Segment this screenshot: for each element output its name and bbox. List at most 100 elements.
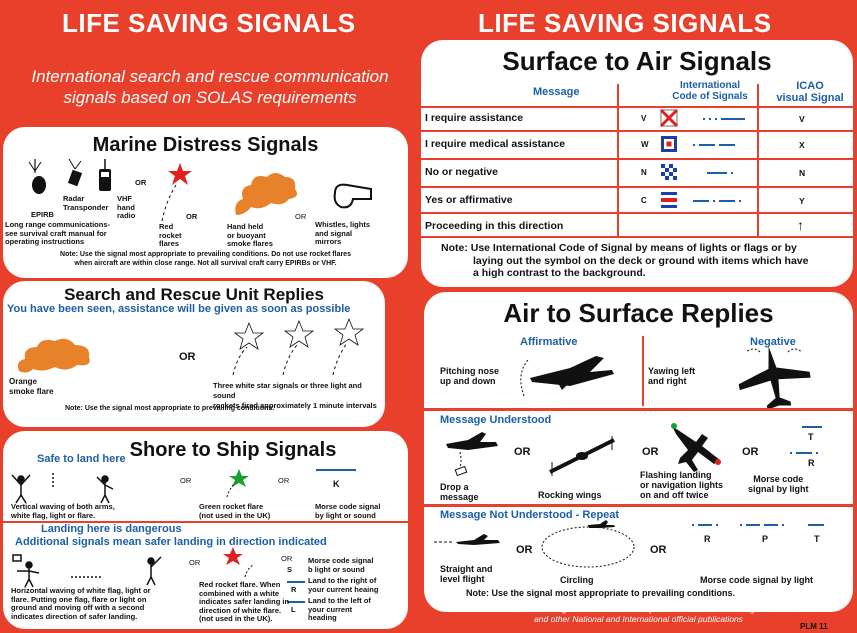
horizontal-waving-icon	[12, 554, 162, 588]
mc-line2: signal by light	[748, 484, 809, 494]
row-divider	[421, 130, 853, 132]
flash-line1: Flashing landing	[640, 470, 712, 480]
whistle-label: Whistles, lights and signal mirrors	[315, 220, 370, 247]
horiz-line3: ground and moving off with a second	[11, 603, 145, 612]
divider	[424, 504, 853, 507]
yawing-label: Yawing left and right	[648, 366, 695, 386]
epirb-label: EPIRB	[31, 210, 54, 219]
a2s-note: Note: Use the signal most appropriate to…	[466, 588, 736, 598]
radar-transponder-icon	[67, 158, 83, 187]
col-divider	[757, 84, 759, 236]
sar-title: Search and Rescue Unit Replies	[64, 285, 324, 304]
vert-line1: Vertical waving of both arms,	[11, 502, 115, 511]
horiz-line2: flare. Putting one flag, flare or light …	[11, 594, 147, 604]
or-label: OR	[295, 212, 307, 221]
morse-pp-letter: P	[762, 534, 769, 544]
morse-r-letter: R	[808, 458, 815, 468]
footer-line2: and other National and International off…	[534, 614, 743, 624]
col-icao-line1: ICAO	[796, 80, 824, 92]
flag-n-icon	[661, 164, 677, 180]
whistle-line2: and signal	[315, 228, 353, 238]
left-subtitle: International search and rescue communic…	[0, 66, 420, 108]
rocking-wings-icon	[549, 436, 615, 476]
lleft-line2: your current	[308, 604, 353, 614]
row-divider	[421, 212, 853, 214]
icao-symbol: V	[799, 114, 805, 124]
orange-smoke-label: Orange smoke flare	[9, 377, 53, 397]
lleft-line3: heading	[308, 613, 337, 622]
flash-label: Flashing landing or navigation lights on…	[640, 470, 723, 500]
radar-line2: Transponder	[63, 202, 109, 212]
hand-held-label: Hand held or buoyant smoke flares	[227, 222, 273, 249]
morse-t-signal	[802, 426, 822, 428]
horiz-line4: indicates direction of safer landing.	[11, 611, 138, 621]
icao-arrow: ↑	[797, 217, 804, 233]
subtitle-line1: International search and rescue communic…	[31, 67, 389, 86]
flash-line3: on and off twice	[640, 490, 709, 500]
row-divider	[421, 106, 853, 108]
vertical-waving-label: Vertical waving of both arms, white flag…	[11, 502, 115, 520]
stars-label: Three white star signals or three light …	[213, 381, 383, 411]
or-label: OR	[135, 178, 147, 187]
danger-label: Landing here is dangerous Additional sig…	[15, 523, 327, 549]
pitching-plane-icon	[520, 356, 614, 397]
redr-line3: indicates safer landing in	[199, 597, 290, 606]
s2a-note: Note: Use International Code of Signal b…	[441, 242, 851, 280]
drop-message-plane-icon	[446, 432, 498, 477]
morse-l-signal	[287, 601, 305, 603]
s2a-note-line1: Note: Use International Code of Signal b…	[441, 242, 797, 254]
pitch-line2: up and down	[440, 376, 496, 386]
straight-flight-plane-icon	[434, 534, 500, 545]
col-divider	[642, 336, 644, 406]
straight-label: Straight and level flight	[440, 564, 493, 584]
vhf-line1: VHF	[117, 194, 132, 203]
danger-line1: Landing here is dangerous	[41, 523, 182, 535]
row-message: I require assistance	[425, 112, 524, 124]
sar-note: Note: Use the signal most appropriate to…	[65, 405, 275, 412]
longrange-line2: see survival craft manual for	[5, 228, 107, 238]
marine-title: Marine Distress Signals	[92, 134, 319, 156]
horiz-line1: Horizontal waving of white flag, light o…	[11, 586, 151, 595]
longrange-line1: Long range communications-	[5, 220, 111, 229]
understood-label: Message Understood	[440, 414, 552, 426]
or-label: OR	[514, 446, 531, 458]
row-message: Proceeding in this direction	[425, 220, 564, 232]
row-divider	[421, 186, 853, 188]
icao-symbol: Y	[799, 196, 805, 206]
negative-label: Negative	[750, 336, 796, 348]
redr-line5: (not used in the UK).	[199, 614, 273, 623]
s-morse-label: Morse code signal b light or sound	[308, 556, 373, 574]
right-header: LIFE SAVING SIGNALS	[478, 8, 772, 38]
row-letter: V	[641, 114, 647, 123]
drop-line1: Drop a	[440, 482, 469, 492]
icao-symbol: N	[799, 168, 806, 178]
whistle-icon	[333, 183, 372, 209]
air-to-surface-panel: Air to Surface Replies Affirmative Negat…	[424, 292, 853, 612]
morse-k-letter: K	[333, 479, 340, 489]
row-letter: N	[641, 168, 647, 177]
morse-line1: Morse code signal	[315, 502, 381, 511]
marine-note-line2: when aircraft are within close range. No…	[74, 259, 337, 267]
row-letter: C	[641, 196, 647, 205]
row-message: No or negative	[425, 166, 498, 178]
or-label: OR	[642, 446, 659, 458]
land-right-label: Land to the right of your current heaing	[308, 576, 378, 594]
footer: This is a selective guide to be used in …	[424, 604, 853, 624]
morse-rpt-icon	[692, 524, 824, 526]
col-icao-line2: visual Signal	[776, 92, 844, 104]
circling-icon	[541, 520, 635, 568]
red-line1: Red	[159, 222, 174, 231]
col-ics-line1: International	[679, 80, 740, 91]
plm-label: PLM 11	[800, 622, 828, 631]
morse-k-signal	[316, 469, 356, 471]
morse-r-signal	[287, 581, 305, 583]
divider	[3, 521, 408, 523]
vhf-label: VHF hand radio	[117, 194, 135, 221]
radar-label: Radar Transponder	[63, 194, 109, 212]
green-line2: (not used in the UK)	[199, 510, 271, 520]
redr-line4: direction of white flare.	[199, 605, 282, 615]
morse-r-icon	[790, 452, 818, 454]
green-rocket-icon	[226, 469, 249, 498]
row-message: Yes or affirmative	[425, 194, 513, 206]
not-understood-label: Message Not Understood - Repeat	[440, 509, 620, 521]
